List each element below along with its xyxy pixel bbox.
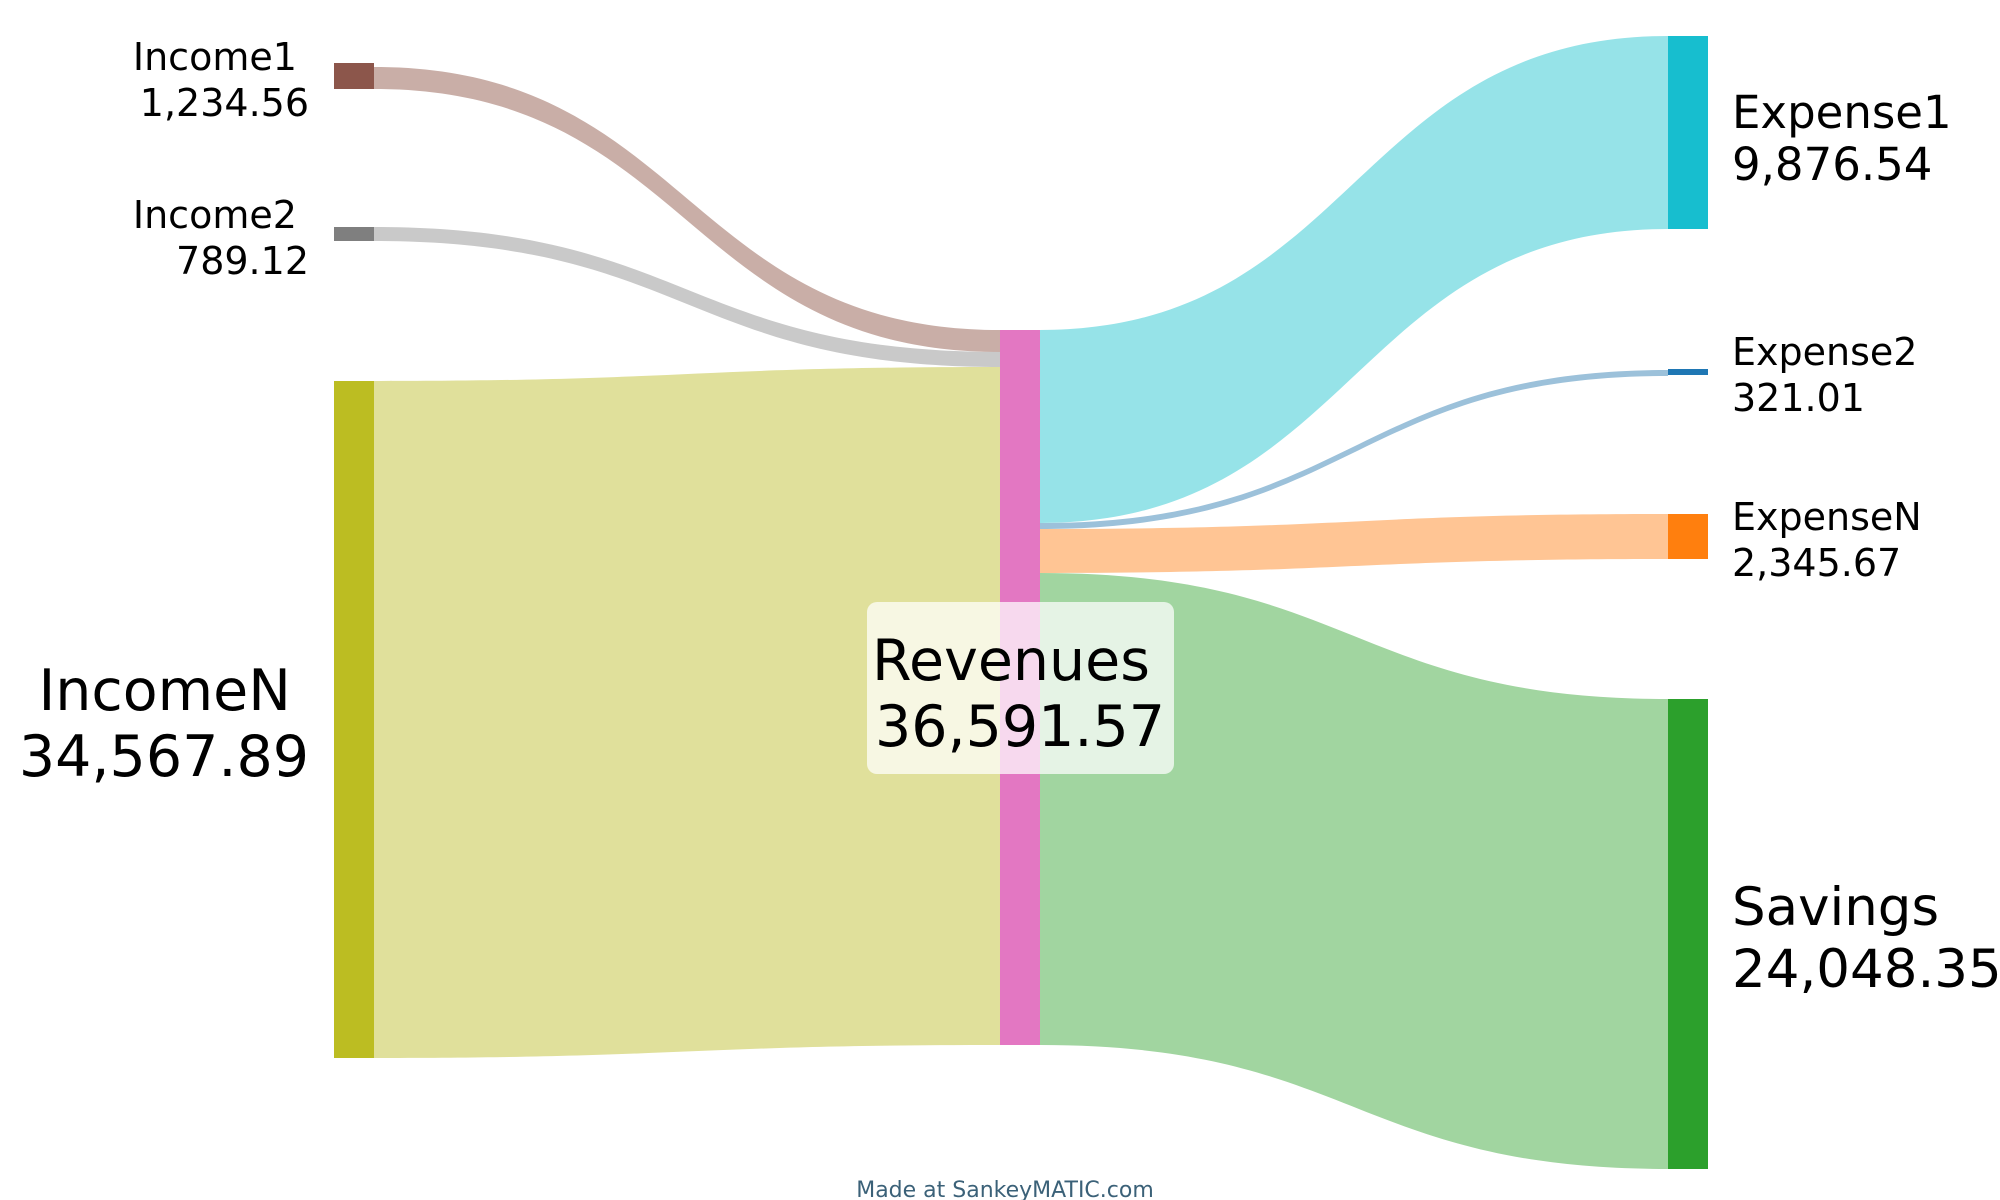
label-income1-name: Income1 (133, 35, 297, 79)
label-revenues-name: Revenues (872, 628, 1150, 694)
node-income1 (334, 63, 374, 89)
label-revenues-value: 36,591.57 (875, 694, 1165, 760)
label-expensen-name: ExpenseN (1732, 495, 1922, 539)
flows (374, 36, 1668, 1169)
label-expensen-value: 2,345.67 (1732, 541, 1901, 585)
flow-revenues-expense2 (1040, 370, 1668, 529)
label-income1: Income1 1,234.56 (133, 35, 309, 125)
label-income1-value: 1,234.56 (140, 81, 309, 125)
node-expense2 (1668, 369, 1708, 375)
label-expensen: ExpenseN 2,345.67 (1732, 495, 1934, 585)
flow-revenues-savings (1040, 573, 1668, 1169)
label-income2-value: 789.12 (176, 239, 309, 283)
label-expense1: Expense1 9,876.54 (1732, 86, 1966, 191)
node-income2 (334, 227, 374, 241)
labels: Income1 1,234.56 Income2 789.12 IncomeN … (19, 35, 2000, 1000)
label-expense1-name: Expense1 (1732, 86, 1952, 139)
label-incomen: IncomeN 34,567.89 (19, 658, 309, 790)
node-expensen (1668, 514, 1708, 559)
node-incomen (334, 381, 374, 1058)
flow-income2-revenues (374, 227, 1000, 367)
label-incomen-value: 34,567.89 (19, 724, 309, 790)
label-savings: Savings 24,048.35 (1732, 877, 2000, 1000)
label-expense2-value: 321.01 (1732, 376, 1865, 420)
nodes (334, 36, 1708, 1169)
label-expense1-value: 9,876.54 (1732, 138, 1932, 191)
node-expense1 (1668, 36, 1708, 229)
flow-income1-revenues (374, 67, 1000, 352)
label-income2: Income2 789.12 (133, 193, 309, 283)
flow-revenues-expense1 (1040, 36, 1668, 523)
flow-revenues-expensen (1040, 514, 1668, 573)
label-savings-name: Savings (1732, 877, 1939, 938)
revenues-label-box (867, 602, 1174, 774)
label-expense2: Expense2 321.01 (1732, 330, 1930, 420)
label-incomen-name: IncomeN (38, 658, 290, 724)
flow-incomen-revenues (374, 367, 1000, 1058)
label-income2-name: Income2 (133, 193, 297, 237)
label-revenues: Revenues 36,591.57 (872, 628, 1168, 760)
node-savings (1668, 699, 1708, 1169)
label-expense2-name: Expense2 (1732, 330, 1917, 374)
label-savings-value: 24,048.35 (1732, 939, 2000, 1000)
footer-credit: Made at SankeyMATIC.com (856, 1178, 1154, 1200)
